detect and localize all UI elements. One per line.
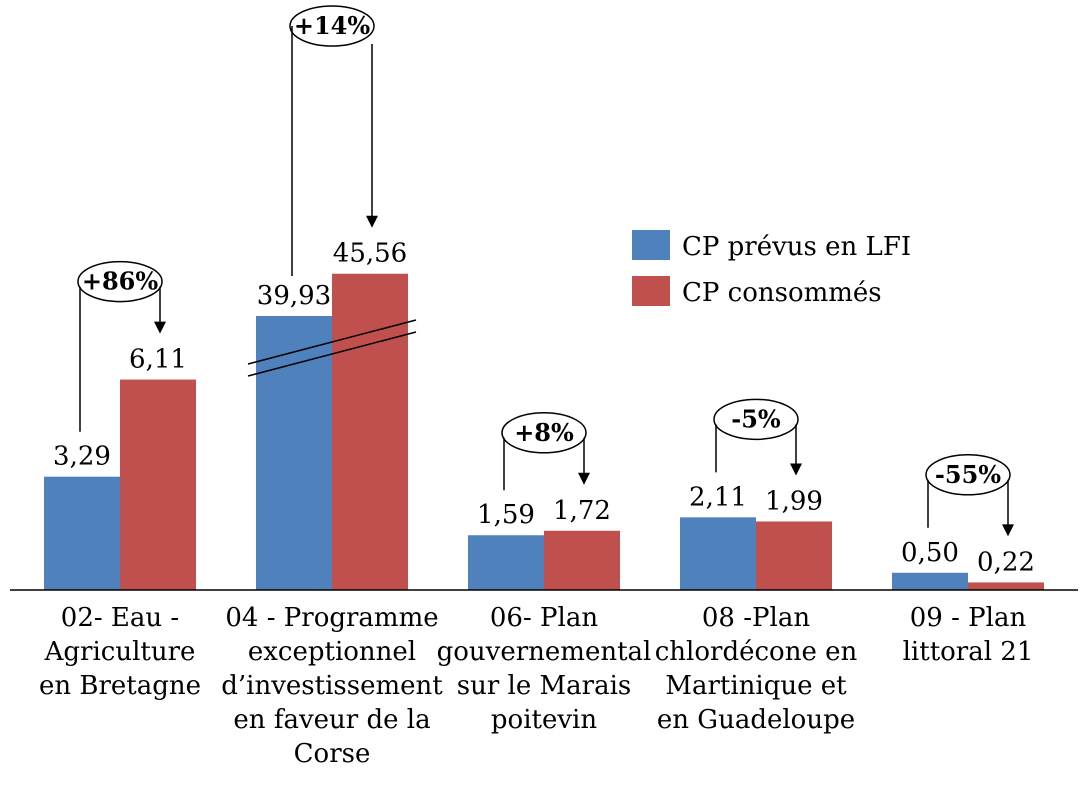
bar-consommes-4 <box>756 521 832 590</box>
data-label: 2,11 <box>689 482 747 512</box>
category-label-line: d’investissement <box>221 671 443 701</box>
change-arrowhead <box>578 472 590 485</box>
category-label-line: Martinique et <box>665 671 847 701</box>
category-label-line: 08 -Plan <box>702 603 810 633</box>
data-label: 6,11 <box>129 345 187 375</box>
change-oval <box>713 398 799 441</box>
category-label-line: 09 - Plan <box>910 603 1027 633</box>
category-label-line: poitevin <box>491 705 597 735</box>
change-arrowhead <box>154 321 166 334</box>
category-label-line: littoral 21 <box>903 637 1034 667</box>
category-label-line: chlordécone en <box>655 637 858 667</box>
change-arrowhead <box>1002 524 1014 537</box>
category-label-2: 04 - Programme exceptionnel d’investisseme… <box>221 603 443 769</box>
category-label-line: 02- Eau - <box>61 603 179 633</box>
data-label: 1,59 <box>477 500 535 530</box>
legend-swatch-2 <box>632 276 670 306</box>
bar-prevus-1 <box>44 476 120 590</box>
category-label-line: en Guadeloupe <box>657 705 855 735</box>
change-arrowhead <box>366 215 378 228</box>
bar-prevus-2 <box>256 316 332 590</box>
bar-prevus-3 <box>468 535 544 590</box>
data-label: 3,29 <box>53 442 111 472</box>
category-labels: 02- Eau - Agriculture en Bretagne 04 - Prog… <box>39 603 1033 769</box>
bar-consommes-5 <box>968 582 1044 590</box>
category-label-line: sur le Marais <box>457 671 631 701</box>
bar-prevus-5 <box>892 572 968 590</box>
legend-label-2: CP consommés <box>682 278 882 308</box>
category-label-line: en Bretagne <box>39 671 201 701</box>
data-label: 1,72 <box>553 496 611 526</box>
data-label: 0,22 <box>977 547 1035 577</box>
break-line-bottom <box>247 331 417 377</box>
change-oval <box>77 260 163 303</box>
change-annotations: +86% +14% +8% -5% -55% <box>77 5 1014 537</box>
category-label-line: Corse <box>294 739 371 769</box>
data-label: 45,56 <box>333 239 407 269</box>
category-label-line: 04 - Programme <box>225 603 438 633</box>
category-label-line: exceptionnel <box>248 637 416 667</box>
category-label-3: 06- Plan gouvernemental sur le Marais poite… <box>437 603 652 735</box>
legend-label-1: CP prévus en LFI <box>682 232 911 262</box>
change-oval <box>925 454 1011 496</box>
change-oval <box>289 5 375 47</box>
category-label-line: 06- Plan <box>490 603 598 633</box>
bar-consommes-2 <box>332 273 408 590</box>
bar-consommes-3 <box>544 530 620 590</box>
category-label-4: 08 -Plan chlordécone en Martinique et en Gu… <box>655 603 858 735</box>
data-label: 39,93 <box>257 281 331 311</box>
legend: CP prévus en LFI CP consommés <box>632 230 911 308</box>
category-label-line: Agriculture <box>44 637 196 667</box>
change-label: -55% <box>935 460 1001 489</box>
category-label-line: gouvernemental <box>437 637 652 667</box>
bar-prevus-4 <box>680 517 756 590</box>
category-label-5: 09 - Plan littoral 21 <box>903 603 1034 667</box>
data-label: 1,99 <box>765 486 823 516</box>
bar-consommes-1 <box>120 379 196 590</box>
change-oval <box>501 412 587 454</box>
change-label: +8% <box>514 418 574 447</box>
category-label-line: en faveur de la <box>233 705 430 735</box>
change-label: +86% <box>82 267 159 296</box>
change-label: +14% <box>294 11 371 40</box>
change-arrowhead <box>790 463 802 476</box>
legend-swatch-1 <box>632 230 670 260</box>
axis-break-marker <box>247 319 417 377</box>
data-label: 0,50 <box>901 538 959 568</box>
break-line-top <box>247 319 417 365</box>
category-label-1: 02- Eau - Agriculture en Bretagne <box>39 603 201 701</box>
change-label: -5% <box>731 404 781 433</box>
